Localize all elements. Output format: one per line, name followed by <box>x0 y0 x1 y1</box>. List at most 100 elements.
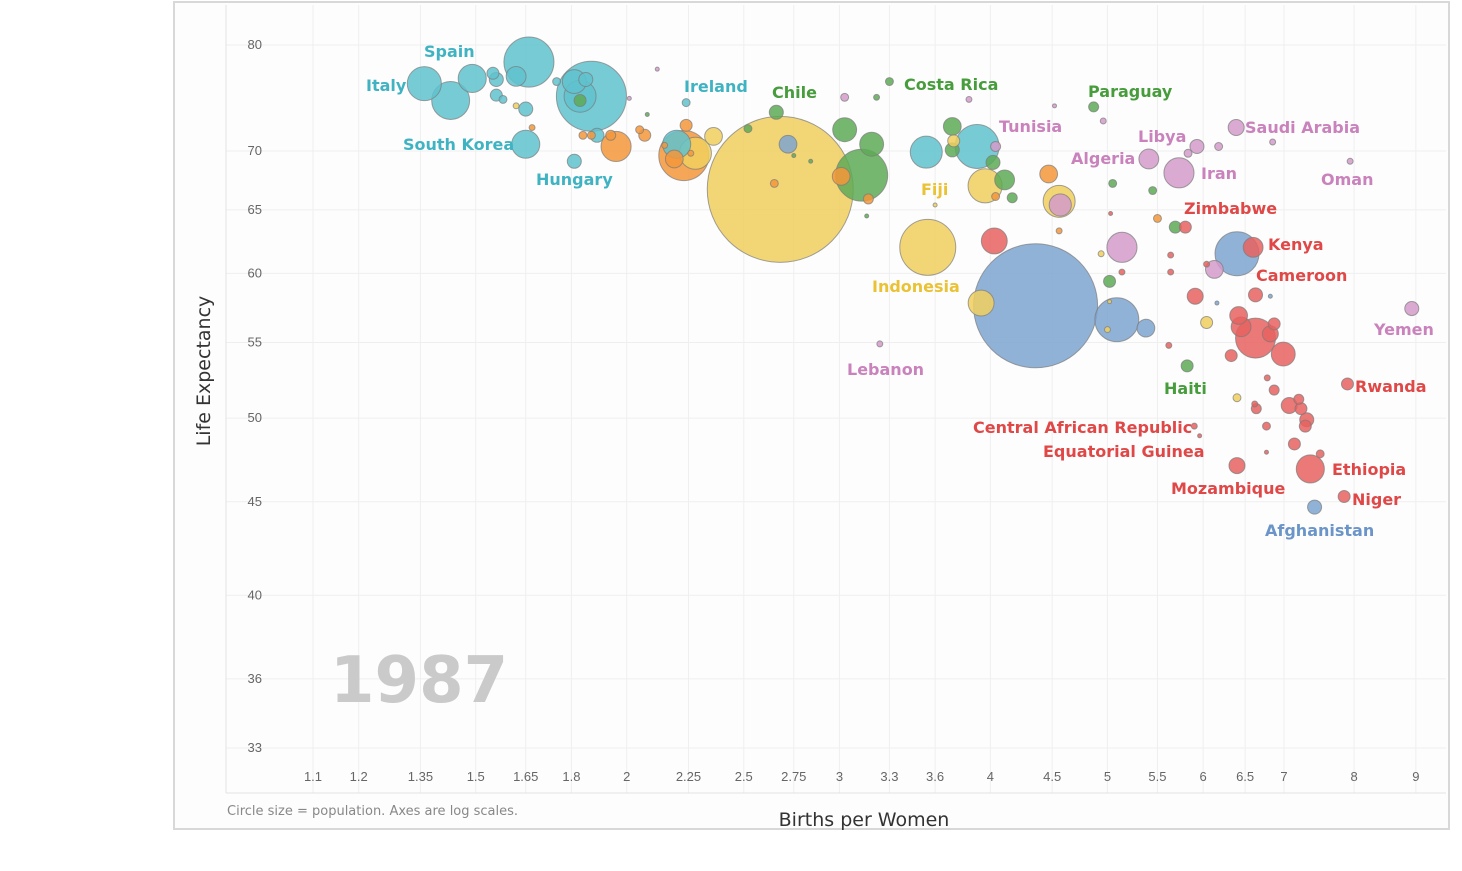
bubble[interactable] <box>985 154 1001 170</box>
bubble[interactable] <box>654 66 660 72</box>
bubble[interactable] <box>1267 317 1281 331</box>
bubble[interactable] <box>512 102 520 110</box>
bubble-libya[interactable] <box>1183 148 1193 158</box>
bubble[interactable] <box>840 92 850 102</box>
bubble[interactable] <box>769 178 779 188</box>
bubble-italy[interactable] <box>406 66 442 102</box>
bubble-kenya[interactable] <box>1242 236 1264 258</box>
bubble[interactable] <box>1186 287 1204 305</box>
bubble[interactable] <box>1189 138 1205 155</box>
bubble[interactable] <box>778 134 798 154</box>
bubble[interactable] <box>664 149 684 169</box>
bubble[interactable] <box>498 94 508 104</box>
bubble[interactable] <box>586 130 596 140</box>
bubble[interactable] <box>573 93 587 107</box>
bubble[interactable] <box>1148 186 1158 196</box>
bubble[interactable] <box>518 101 534 117</box>
bubble[interactable] <box>605 129 617 141</box>
bubble[interactable] <box>1118 268 1126 276</box>
bubble[interactable] <box>1097 250 1105 258</box>
bubble[interactable] <box>1107 299 1113 305</box>
bubble[interactable] <box>687 149 695 157</box>
bubble-afghanistan[interactable] <box>1307 499 1323 515</box>
bubble[interactable] <box>832 117 858 143</box>
bubble-algeria[interactable] <box>1138 148 1160 170</box>
bubble[interactable] <box>1055 227 1063 235</box>
bubble[interactable] <box>1269 138 1277 146</box>
bubble-indonesia[interactable] <box>899 218 957 276</box>
bubble[interactable] <box>1229 306 1249 325</box>
bubble[interactable] <box>965 95 973 103</box>
bubble-yemen[interactable] <box>1404 301 1420 317</box>
bubble[interactable] <box>1103 274 1117 288</box>
bubble-equatorial-guinea[interactable] <box>1197 433 1203 439</box>
bubble[interactable] <box>578 71 594 87</box>
bubble[interactable] <box>1262 421 1271 431</box>
bubble-costa-rica[interactable] <box>884 77 894 87</box>
bubble[interactable] <box>1167 251 1175 259</box>
bubble[interactable] <box>578 130 588 140</box>
bubble-hungary[interactable] <box>566 153 582 169</box>
bubble[interactable] <box>431 81 471 120</box>
bubble[interactable] <box>1263 449 1269 455</box>
bubble-niger[interactable] <box>1337 490 1351 504</box>
bubble-ethiopia[interactable] <box>1295 454 1325 484</box>
bubble[interactable] <box>1224 349 1238 363</box>
bubble-south-korea[interactable] <box>511 129 541 159</box>
bubble[interactable] <box>1214 142 1224 151</box>
bubble[interactable] <box>1106 231 1138 263</box>
bubble[interactable] <box>704 127 723 146</box>
bubble[interactable] <box>635 125 645 135</box>
bubble[interactable] <box>661 141 669 149</box>
bubble[interactable] <box>1268 384 1280 396</box>
bubble[interactable] <box>864 213 870 219</box>
bubble-spain[interactable] <box>457 63 487 93</box>
bubble[interactable] <box>1167 268 1175 276</box>
bubble[interactable] <box>947 134 961 148</box>
bubble[interactable] <box>1263 374 1271 382</box>
bubble[interactable] <box>1165 341 1173 349</box>
bubble-central-african-republic[interactable] <box>1190 422 1198 430</box>
bubble[interactable] <box>1270 341 1296 367</box>
bubble-fiji[interactable] <box>932 202 938 208</box>
bubble[interactable] <box>552 77 562 87</box>
bubble-saudi-arabia[interactable] <box>1227 119 1245 137</box>
bubble[interactable] <box>994 169 1016 191</box>
bubble[interactable] <box>1200 316 1214 330</box>
bubble[interactable] <box>1287 437 1301 451</box>
bubble[interactable] <box>1099 117 1107 125</box>
bubble[interactable] <box>909 135 943 169</box>
bubble[interactable] <box>1232 393 1242 403</box>
bubble[interactable] <box>1103 326 1111 334</box>
bubble[interactable] <box>1251 400 1259 408</box>
bubble[interactable] <box>743 124 753 134</box>
bubble[interactable] <box>1298 419 1312 433</box>
bubble[interactable] <box>1293 393 1305 405</box>
bubble[interactable] <box>942 117 962 136</box>
bubble[interactable] <box>991 192 1001 201</box>
bubble[interactable] <box>808 158 814 164</box>
bubble[interactable] <box>862 193 874 205</box>
bubble-ireland[interactable] <box>681 98 691 108</box>
bubble[interactable] <box>859 131 885 157</box>
bubble[interactable] <box>873 93 881 101</box>
bubble-paraguay[interactable] <box>1088 101 1100 113</box>
bubble[interactable] <box>706 115 854 263</box>
bubble[interactable] <box>831 166 851 186</box>
bubble[interactable] <box>644 111 650 117</box>
bubble[interactable] <box>967 289 995 317</box>
bubble[interactable] <box>505 65 527 87</box>
bubble[interactable] <box>1153 213 1162 223</box>
bubble[interactable] <box>626 95 632 101</box>
bubble-rwanda[interactable] <box>1340 377 1354 391</box>
bubble[interactable] <box>1108 211 1114 217</box>
bubble-mozambique[interactable] <box>1228 457 1246 475</box>
bubble[interactable] <box>1136 318 1156 338</box>
bubble[interactable] <box>1052 103 1058 109</box>
bubble[interactable] <box>1294 402 1308 416</box>
bubble[interactable] <box>1214 300 1220 306</box>
bubble[interactable] <box>1094 297 1140 343</box>
bubble[interactable] <box>1048 193 1072 217</box>
bubble[interactable] <box>1267 293 1273 299</box>
bubble[interactable] <box>1006 192 1018 204</box>
